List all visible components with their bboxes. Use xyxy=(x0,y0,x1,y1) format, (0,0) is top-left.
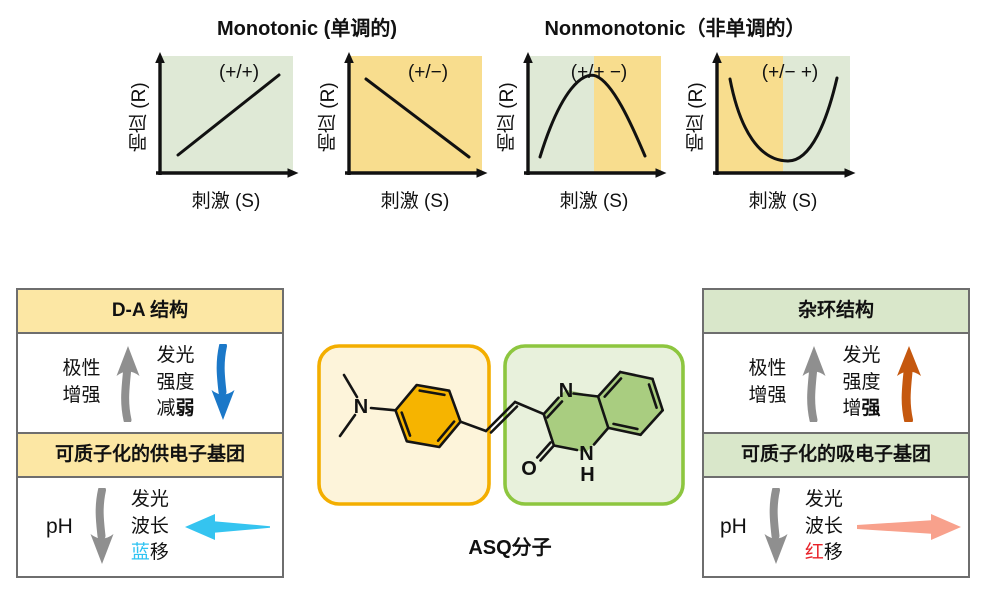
arrow-down-gray-icon xyxy=(90,488,114,564)
effect-label: 发光 波长 红移 xyxy=(804,488,843,564)
arrow-up-orange-icon xyxy=(896,346,921,422)
polarity-effect-row: 极性 增强 发光 强度 增强 xyxy=(704,334,968,434)
effect-label: 发光 波长 蓝移 xyxy=(130,488,169,564)
decreasing-line xyxy=(364,77,471,159)
x-axis-label: 刺激 (S) xyxy=(191,191,261,212)
x-axis-arrowhead xyxy=(655,168,667,178)
x-axis-arrowhead xyxy=(844,168,856,178)
benzene-ring xyxy=(394,383,462,449)
ph-label: pH xyxy=(46,515,73,539)
y-axis-label: 响应 (R) xyxy=(686,82,707,152)
plot-quadrant-label: (+/−) xyxy=(408,62,448,83)
molecule-caption: ASQ分子 xyxy=(468,537,552,559)
arrow-down-gray-icon xyxy=(764,488,788,564)
monotonic-title: Monotonic (单调的) xyxy=(217,18,397,40)
arrow-up-gray-icon xyxy=(802,346,826,422)
plot-quadrant-label: (+/+) xyxy=(219,62,259,83)
da-structure-panel: D-A 结构 极性 增强 发光 强度 减弱 可质子化的供电子基团 pH 发光 波… xyxy=(16,288,284,578)
peak-curve xyxy=(538,73,647,159)
y-axis-label: 响应 (R) xyxy=(129,82,150,152)
ring-nitrogen-label: N xyxy=(559,380,573,402)
valley-curve xyxy=(728,76,839,163)
x-axis-arrowhead xyxy=(287,168,299,178)
arrow-up-gray-icon xyxy=(116,346,140,422)
vinyl-bridge xyxy=(459,400,545,434)
plot-decreasing: 响应 (R) (+/−) 刺激 (S) xyxy=(315,51,488,213)
plot-valley-canvas: (+/− +) xyxy=(712,52,856,178)
plot-bg-yellow-half xyxy=(717,56,783,173)
nonmonotonic-title: Nonmonotonic（非单调的） xyxy=(544,18,806,40)
amine-nitrogen-label: N xyxy=(354,396,368,418)
effect-label: 发光 强度 减弱 xyxy=(156,344,195,420)
cause-label: 极性 增强 xyxy=(62,358,101,406)
nh-nitrogen-label: N xyxy=(579,443,593,465)
x-axis-label: 刺激 (S) xyxy=(748,191,818,212)
x-axis-label: 刺激 (S) xyxy=(380,191,450,212)
y-axis-arrowhead xyxy=(155,52,165,63)
arrow-right-salmon-icon xyxy=(856,514,961,540)
panel-header-acceptor-group: 可质子化的吸电子基团 xyxy=(704,434,968,478)
y-axis-arrowhead xyxy=(712,52,722,63)
arrow-down-blue-icon xyxy=(211,344,235,420)
monotonic-group: Monotonic (单调的) 响应 (R) (+/+) 刺激 (S) 响应 (… xyxy=(126,12,488,213)
ph-effect-row: pH 发光 波长 蓝移 xyxy=(18,478,282,576)
carbonyl-oxygen-label: O xyxy=(521,458,537,480)
panel-header-heterocycle: 杂环结构 xyxy=(704,290,968,334)
plot-decreasing-canvas: (+/−) xyxy=(344,52,488,178)
y-axis-arrowhead xyxy=(344,52,354,63)
asq-molecule-diagram: N N N xyxy=(317,344,685,506)
plot-peak: 响应 (R) (+/+ −) 刺激 (S) xyxy=(494,51,667,213)
plot-bg-yellow xyxy=(349,56,482,173)
ph-label: pH xyxy=(720,515,747,539)
plot-bg-green-half xyxy=(528,56,594,173)
ph-effect-row: pH 发光 波长 红移 xyxy=(704,478,968,576)
monotonic-plots: 响应 (R) (+/+) 刺激 (S) 响应 (R) (+/−) xyxy=(126,51,488,213)
cause-label: 极性 增强 xyxy=(748,358,787,406)
plot-increasing: 响应 (R) (+/+) 刺激 (S) xyxy=(126,51,299,213)
x-axis-label: 刺激 (S) xyxy=(559,191,629,212)
panel-header-da: D-A 结构 xyxy=(18,290,282,334)
plot-valley: 响应 (R) (+/− +) 刺激 (S) xyxy=(683,51,856,213)
y-axis-arrowhead xyxy=(523,52,533,63)
arrow-left-cyan-icon xyxy=(184,514,270,540)
polarity-effect-row: 极性 增强 发光 强度 减弱 xyxy=(18,334,282,434)
plot-peak-canvas: (+/+ −) xyxy=(523,52,667,178)
nonmonotonic-plots: 响应 (R) (+/+ −) 刺激 (S) 响应 (R) ( xyxy=(494,51,856,213)
panel-header-donor-group: 可质子化的供电子基团 xyxy=(18,434,282,478)
plot-increasing-canvas: (+/+) xyxy=(155,52,299,178)
dimethylamino-group: N xyxy=(338,373,397,438)
effect-label: 发光 强度 增强 xyxy=(842,344,881,420)
quinoxalinone-rings: N N H O xyxy=(521,370,664,486)
heterocycle-structure-panel: 杂环结构 极性 增强 发光 强度 增强 可质子化的吸电子基团 pH 发光 波长 xyxy=(702,288,970,578)
nh-hydrogen-label: H xyxy=(580,464,594,486)
y-axis-label: 响应 (R) xyxy=(497,82,518,152)
increasing-line xyxy=(176,73,281,157)
x-axis-arrowhead xyxy=(476,168,488,178)
nonmonotonic-group: Nonmonotonic（非单调的） 响应 (R) (+/+ −) 刺激 (S)… xyxy=(494,12,856,213)
y-axis-label: 响应 (R) xyxy=(318,82,339,152)
plot-quadrant-label: (+/− +) xyxy=(762,62,819,83)
plot-bg-green-half xyxy=(783,56,850,173)
